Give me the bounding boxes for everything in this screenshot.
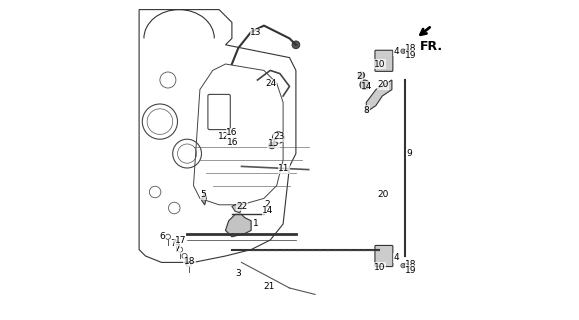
Text: 7: 7: [170, 239, 175, 248]
Circle shape: [269, 142, 275, 149]
Polygon shape: [225, 214, 251, 237]
Text: 5: 5: [200, 190, 206, 199]
Text: 4: 4: [394, 47, 400, 56]
Text: 16: 16: [227, 138, 239, 147]
Text: FR.: FR.: [420, 40, 443, 53]
Text: 17: 17: [175, 236, 186, 245]
Polygon shape: [200, 192, 206, 205]
Text: 14: 14: [361, 82, 373, 91]
Circle shape: [404, 263, 409, 268]
Text: 21: 21: [263, 282, 274, 291]
Circle shape: [404, 49, 409, 53]
FancyBboxPatch shape: [375, 245, 393, 267]
Text: 24: 24: [265, 79, 277, 88]
Text: 3: 3: [235, 269, 240, 278]
Text: 13: 13: [250, 28, 262, 37]
Text: 20: 20: [378, 190, 389, 199]
Polygon shape: [232, 203, 241, 213]
Text: 15: 15: [267, 139, 279, 148]
Circle shape: [360, 80, 369, 90]
Text: 18: 18: [184, 257, 195, 266]
Text: 19: 19: [405, 266, 417, 275]
Text: 22: 22: [236, 202, 248, 211]
Text: 18: 18: [405, 44, 417, 53]
Text: 2: 2: [357, 72, 362, 81]
Text: 23: 23: [273, 132, 285, 141]
Text: 19: 19: [405, 51, 417, 60]
Text: 8: 8: [364, 106, 369, 115]
Text: 7: 7: [175, 244, 181, 253]
Circle shape: [292, 41, 300, 49]
Text: 2: 2: [264, 200, 270, 209]
Text: 18: 18: [405, 260, 417, 269]
Circle shape: [401, 49, 405, 53]
Circle shape: [358, 72, 365, 78]
Text: 1: 1: [253, 220, 259, 228]
Text: 10: 10: [374, 60, 386, 68]
Circle shape: [401, 263, 405, 268]
Text: 14: 14: [262, 206, 273, 215]
Text: 4: 4: [394, 253, 400, 262]
Text: 11: 11: [278, 164, 290, 173]
Polygon shape: [367, 80, 392, 112]
Text: 12: 12: [218, 132, 230, 141]
Text: 10: 10: [374, 263, 386, 272]
Text: 9: 9: [406, 149, 412, 158]
FancyBboxPatch shape: [375, 50, 393, 71]
Text: 16: 16: [226, 128, 237, 137]
Text: 6: 6: [160, 232, 166, 241]
Text: 20: 20: [378, 80, 389, 89]
